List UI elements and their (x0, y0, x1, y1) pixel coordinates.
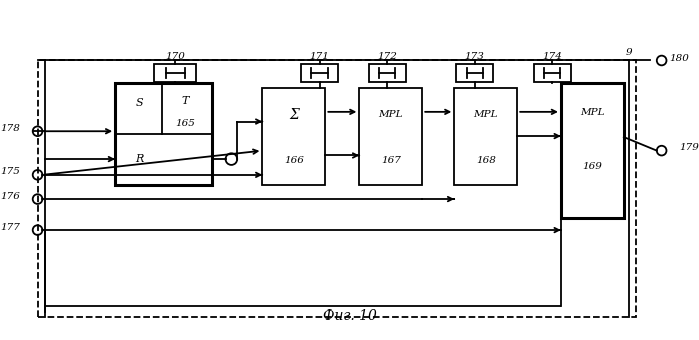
Bar (359, 88, 422, 185)
Bar (262, 88, 325, 185)
Text: 178: 178 (0, 124, 20, 133)
Text: 172: 172 (377, 52, 397, 61)
Bar (154, 64, 196, 82)
Text: R: R (135, 154, 143, 164)
Text: 9: 9 (626, 48, 632, 57)
Bar (301, 64, 338, 82)
Text: MPL: MPL (580, 108, 605, 117)
Bar (454, 88, 517, 185)
Text: 168: 168 (476, 156, 496, 165)
Bar (369, 64, 406, 82)
Text: MPL: MPL (379, 110, 403, 119)
Text: 179: 179 (679, 143, 699, 152)
Text: 173: 173 (465, 52, 484, 61)
Bar (534, 64, 570, 82)
Text: 169: 169 (582, 163, 603, 171)
Bar (456, 64, 493, 82)
Text: 174: 174 (542, 52, 562, 61)
Text: 177: 177 (0, 223, 20, 232)
Text: S: S (136, 98, 143, 108)
Bar (38, 61, 637, 317)
Text: Σ: Σ (289, 108, 298, 122)
Text: 167: 167 (381, 156, 401, 165)
Text: 165: 165 (175, 119, 195, 128)
Text: T: T (181, 96, 189, 106)
Text: Фиг. 10: Фиг. 10 (323, 309, 377, 323)
Bar (561, 83, 624, 219)
Bar (115, 83, 212, 185)
Text: MPL: MPL (473, 110, 498, 119)
Text: 170: 170 (165, 52, 185, 61)
Text: 180: 180 (669, 54, 689, 63)
Text: 171: 171 (310, 52, 329, 61)
Text: 166: 166 (284, 156, 304, 165)
Text: 176: 176 (0, 192, 20, 201)
Text: 175: 175 (0, 167, 20, 176)
